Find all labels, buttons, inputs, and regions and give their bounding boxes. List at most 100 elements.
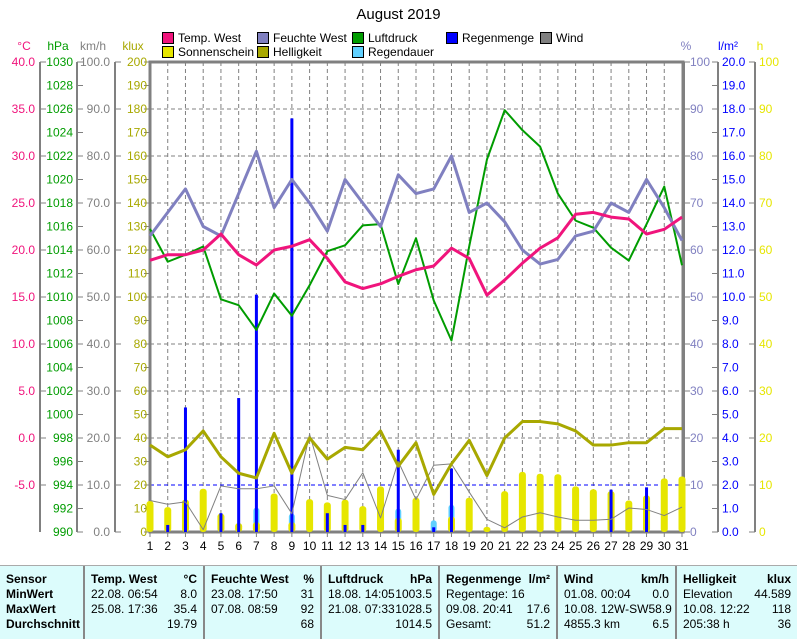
- axis-tick-label: 1026: [46, 102, 73, 116]
- stats-value: 36: [777, 617, 791, 631]
- stats-label: Temp. West: [91, 572, 158, 586]
- axis-tick-label: 40.0: [87, 337, 111, 351]
- axis-tick-label: 1030: [46, 55, 73, 69]
- axis-tick-label: 60: [690, 243, 704, 257]
- bar-sonnenschein: [270, 493, 278, 532]
- bar-sonnenschein: [625, 500, 633, 532]
- axis-tick-label: 3.0: [722, 455, 739, 469]
- axis-tick-label: 35.0: [12, 102, 36, 116]
- x-tick-label: 13: [356, 539, 370, 553]
- x-tick-label: 16: [409, 539, 423, 553]
- x-tick-label: 28: [622, 539, 636, 553]
- bar-regenmenge: [432, 527, 436, 532]
- stats-row: 01.08. 00:04 0.0: [564, 587, 669, 602]
- stats-value: 17.6: [526, 602, 550, 616]
- x-tick-label: 9: [289, 539, 296, 553]
- bar-sonnenschein: [465, 497, 473, 532]
- bar-sonnenschein: [359, 506, 367, 532]
- bar-regenmenge: [254, 294, 258, 532]
- axis-tick-label: 50: [134, 408, 148, 422]
- axis-tick-label: 100.0: [80, 55, 110, 69]
- axis-tick-label: 70: [134, 361, 148, 375]
- x-tick-label: 6: [235, 539, 242, 553]
- stats-value: 1014.5: [395, 617, 432, 631]
- legend-swatch: [352, 32, 364, 44]
- stats-row: 1014.5: [328, 617, 432, 632]
- x-tick-label: 11: [321, 539, 334, 553]
- stats-header: Feuchte West%: [211, 572, 314, 587]
- legend-swatch: [257, 46, 269, 58]
- stats-value: 51.2: [526, 617, 550, 631]
- stats-value: °C: [183, 572, 197, 586]
- x-tick-label: 3: [182, 539, 189, 553]
- stats-value: 118: [771, 602, 791, 616]
- axis-tick-label: 8.0: [722, 337, 739, 351]
- stats-value: 44.589: [754, 587, 791, 601]
- legend-label: Helligkeit: [273, 45, 322, 59]
- bar-sonnenschein: [660, 478, 668, 532]
- bar-sonnenschein: [164, 507, 172, 532]
- axis-unit-klux: klux: [122, 39, 143, 53]
- legend-swatch: [257, 32, 269, 44]
- bar-sonnenschein: [199, 488, 207, 532]
- stats-header: Luftdruck hPa: [328, 572, 432, 587]
- x-tick-label: 27: [604, 539, 618, 553]
- axis-unit-hpa: hPa: [47, 39, 69, 53]
- stats-row: 22.08. 06:54 8.0: [91, 587, 197, 602]
- axis-tick-label: 25.0: [12, 196, 36, 210]
- axis-tick-label: 1028: [46, 79, 73, 93]
- axis-tick-label: 992: [53, 502, 73, 516]
- x-tick-label: 30: [658, 539, 672, 553]
- stats-table: Sensor MinWert MaxWert Durchschnitt Temp. We…: [0, 565, 797, 639]
- stats-column: Helligkeit klux Elevation 44.589 10.08. 12:2…: [677, 566, 797, 639]
- axis-tick-label: 5.0: [722, 408, 739, 422]
- stats-label: MinWert: [6, 587, 54, 601]
- stats-label: 18.08. 14:05: [328, 587, 395, 601]
- axis-tick-label: 2.0: [722, 478, 739, 492]
- axis-unit-kmh: km/h: [80, 39, 106, 53]
- axis-tick-label: 0.0: [18, 431, 35, 445]
- axis-tick-label: 16.0: [722, 149, 746, 163]
- axis-tick-label: 50.0: [87, 290, 111, 304]
- axis-tick-label: 20.0: [722, 55, 746, 69]
- axis-tick-label: 7.0: [722, 361, 739, 375]
- stats-row: 68: [211, 617, 314, 632]
- axis-tick-label: 20: [134, 478, 148, 492]
- stats-label: Gesamt:: [446, 617, 492, 631]
- legend-item: Feuchte West: [257, 31, 347, 45]
- x-tick-label: 4: [200, 539, 207, 553]
- stats-label: 4855.3 km: [564, 617, 621, 631]
- axis-tick-label: 6.0: [722, 384, 739, 398]
- bar-sonnenschein: [501, 491, 509, 532]
- line-temp-west: [149, 210, 683, 297]
- axis-unit-h: h: [757, 39, 764, 53]
- bar-regenmenge: [396, 449, 400, 532]
- bar-sonnenschein: [306, 499, 314, 532]
- axis-tick-label: 14.0: [722, 196, 746, 210]
- line-wind: [149, 433, 683, 531]
- stats-row: 23.08. 17:50 31: [211, 587, 314, 602]
- stats-value: l/m²: [528, 572, 550, 586]
- axis-tick-label: 130: [127, 220, 147, 234]
- stats-value: hPa: [409, 572, 432, 586]
- x-tick-label: 2: [164, 539, 171, 553]
- axis-tick-label: 90: [690, 102, 704, 116]
- axis-tick-label: 10: [759, 478, 773, 492]
- stats-value: 35.4: [173, 602, 197, 616]
- legend-label: Regenmenge: [462, 31, 535, 45]
- stats-value: 0.0: [652, 587, 669, 601]
- axis-tick-label: 10: [134, 502, 148, 516]
- stats-row: 19.79: [91, 617, 197, 632]
- legend-item: Helligkeit: [257, 45, 322, 59]
- axis-tick-label: 15.0: [12, 290, 36, 304]
- x-tick-label: 14: [374, 539, 388, 553]
- axis-tick-label: 30: [134, 455, 148, 469]
- axis-tick-label: 140: [127, 196, 147, 210]
- stats-row: 09.08. 20:41 17.6: [446, 602, 550, 617]
- axis-tick-label: 70: [690, 196, 704, 210]
- axis-tick-label: 18.0: [722, 102, 746, 116]
- bar-sonnenschein: [341, 499, 349, 532]
- axis-tick-label: 30: [759, 384, 773, 398]
- bar-regenmenge: [237, 398, 241, 532]
- x-tick-label: 25: [569, 539, 583, 553]
